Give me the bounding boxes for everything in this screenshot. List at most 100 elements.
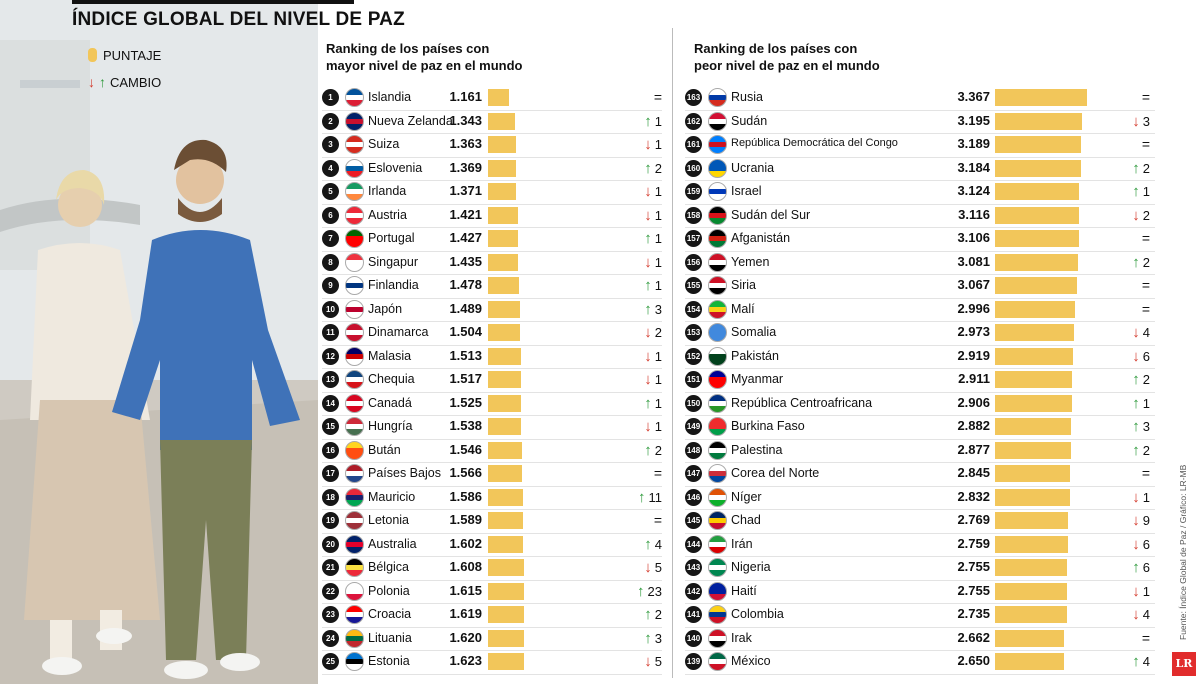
- rank-badge: 146: [685, 488, 702, 506]
- score-bar: [995, 488, 1070, 506]
- country-name: Nueva Zelanda: [368, 113, 453, 128]
- score-bar: [488, 324, 521, 341]
- rank-badge: 13: [322, 371, 339, 388]
- rank-badge: 162: [685, 112, 702, 130]
- rank-badge: 153: [685, 324, 702, 341]
- change-value: 1: [1142, 489, 1150, 505]
- table-row: 153 Somalia 2.973 ↓ 4: [685, 321, 1155, 346]
- change-value: 1: [654, 113, 662, 129]
- country-name: Chequia: [368, 372, 415, 386]
- score-value: 1.517: [449, 371, 482, 386]
- table-row: 6 Austria 1.421 ↓ 1: [322, 204, 662, 228]
- score-bar: [488, 629, 524, 647]
- country-name: Mauricio: [368, 489, 416, 504]
- score-value: 1.546: [449, 441, 482, 457]
- flag-icon: [708, 323, 727, 342]
- change-indicator: ↑ 2: [622, 606, 662, 623]
- flag-icon: [708, 111, 727, 131]
- rank-badge: 148: [685, 441, 702, 459]
- table-row: 149 Burkina Faso 2.882 ↑ 3: [685, 415, 1155, 440]
- table-row: 17 Países Bajos 1.566 =: [322, 462, 662, 487]
- change-indicator: ↓ 1: [622, 183, 662, 200]
- up-arrow-icon: ↑: [99, 74, 106, 90]
- table-row: 139 México 2.650 ↑ 4: [685, 650, 1155, 675]
- change-indicator: ↑ 3: [622, 630, 662, 647]
- table-row: 22 Polonia 1.615 ↑ 23: [322, 580, 662, 604]
- change-indicator: ↑ 11: [622, 489, 662, 506]
- legend-change-label: CAMBIO: [110, 75, 162, 90]
- country-name: Islandia: [368, 90, 412, 104]
- score-value: 3.116: [958, 206, 990, 222]
- score-value: 1.478: [449, 277, 482, 292]
- flag-icon: [345, 487, 364, 507]
- change-value: 5: [654, 654, 662, 669]
- country-name: Suiza: [368, 137, 400, 151]
- score-value: 2.877: [957, 441, 990, 457]
- score-value: 2.650: [957, 653, 990, 668]
- country-name: Malí: [731, 301, 755, 316]
- table-row: 13 Chequia 1.517 ↓ 1: [322, 368, 662, 393]
- score-value: 1.619: [449, 606, 482, 621]
- change-indicator: ↓ 1: [1110, 583, 1150, 600]
- score-bar: [995, 230, 1079, 247]
- rank-badge: 6: [322, 206, 339, 224]
- country-name: Finlandia: [368, 278, 419, 292]
- score-value: 1.427: [449, 230, 482, 245]
- score-bar: [488, 582, 524, 600]
- rank-badge: 21: [322, 559, 339, 576]
- country-name: Israel: [731, 184, 762, 198]
- country-name: Siria: [731, 278, 757, 292]
- score-value: 1.586: [449, 488, 482, 504]
- table-row: 8 Singapur 1.435 ↓ 1: [322, 251, 662, 275]
- country-name: Polonia: [368, 583, 410, 598]
- score-bar: [995, 465, 1071, 482]
- change-value: 2: [1142, 372, 1150, 387]
- change-value: 6: [1142, 536, 1150, 552]
- up-arrow-icon: ↑: [644, 300, 652, 318]
- flag-icon: [345, 393, 364, 413]
- score-value: 3.124: [957, 183, 990, 198]
- change-indicator: =: [1141, 300, 1150, 317]
- country-name: México: [731, 654, 771, 668]
- country-name: Yemen: [731, 254, 770, 269]
- table-row: 142 Haití 2.755 ↓ 1: [685, 580, 1155, 604]
- rank-badge: 160: [685, 159, 702, 177]
- change-indicator: ↑ 1: [622, 395, 662, 412]
- down-arrow-icon: ↓: [1132, 582, 1140, 600]
- change-indicator: ↓ 5: [622, 653, 662, 670]
- change-indicator: =: [1141, 277, 1150, 293]
- up-arrow-icon: ↑: [644, 629, 652, 647]
- change-value: 1: [654, 231, 662, 246]
- table-row: 152 Pakistán 2.919 ↓ 6: [685, 345, 1155, 369]
- score-value: 2.919: [957, 347, 990, 363]
- rank-badge: 16: [322, 441, 339, 459]
- change-indicator: ↑ 4: [622, 536, 662, 553]
- score-value: 3.067: [957, 277, 990, 292]
- change-indicator: ↓ 4: [1110, 324, 1150, 341]
- country-name: Letonia: [368, 513, 410, 527]
- change-indicator: =: [1141, 230, 1150, 246]
- country-name: Irak: [731, 630, 752, 645]
- score-bar: [488, 89, 510, 106]
- score-value: 1.369: [449, 159, 482, 175]
- score-value: 1.363: [449, 136, 482, 151]
- score-bar: [995, 559, 1068, 576]
- score-bar: [488, 488, 523, 506]
- score-bar: [488, 371, 521, 388]
- rank-badge: 150: [685, 394, 702, 412]
- change-value: 2: [1142, 254, 1150, 270]
- score-bar: [995, 606, 1067, 623]
- rank-badge: 4: [322, 159, 339, 177]
- up-arrow-icon: ↑: [1132, 159, 1140, 177]
- country-name: Bután: [368, 442, 401, 457]
- rank-badge: 139: [685, 653, 702, 670]
- change-value: 4: [1142, 607, 1150, 622]
- flag-icon: [345, 511, 364, 530]
- score-value: 3.081: [957, 253, 990, 269]
- down-arrow-icon: ↓: [1132, 206, 1140, 224]
- score-value: 2.973: [957, 324, 990, 339]
- score-value: 2.755: [957, 582, 990, 598]
- up-arrow-icon: ↑: [1132, 418, 1140, 435]
- score-bar: [995, 89, 1087, 106]
- flag-icon: [708, 346, 727, 366]
